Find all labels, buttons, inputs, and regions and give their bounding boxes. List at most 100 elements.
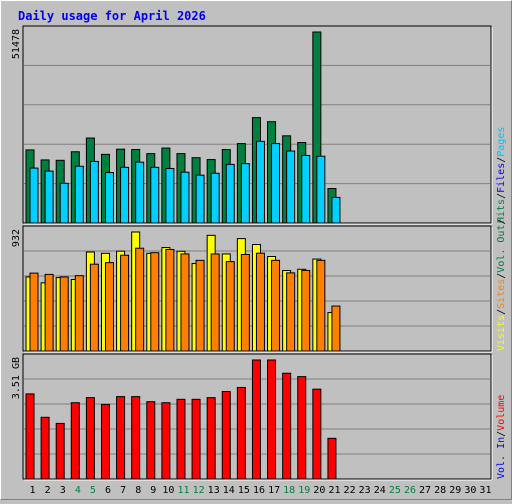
x-tick-label-day-12: 12 <box>193 485 205 496</box>
bar-sites-day-7 <box>120 254 130 352</box>
x-tick-label-day-18: 18 <box>283 485 295 496</box>
x-tick-label-day-29: 29 <box>449 485 461 496</box>
x-tick-label-day-16: 16 <box>253 485 265 496</box>
bar-files-day-20 <box>316 155 326 224</box>
bar-volume-day-20 <box>312 388 322 480</box>
x-tick-label-day-7: 7 <box>120 485 126 496</box>
bar-sites-day-16 <box>255 252 265 352</box>
bar-files-day-21 <box>331 196 341 224</box>
y-max-label-visits-sites: 932 <box>11 229 22 247</box>
bar-sites-day-5 <box>89 263 99 352</box>
bar-volume-day-2 <box>40 416 50 480</box>
bar-files-day-8 <box>135 161 145 224</box>
x-tick-label-day-3: 3 <box>60 485 66 496</box>
bar-volume-day-15 <box>236 386 246 480</box>
bar-volume-day-19 <box>297 376 307 480</box>
bar-sites-day-15 <box>240 253 250 352</box>
bar-files-day-18 <box>286 150 296 224</box>
bar-volume-day-3 <box>55 422 65 480</box>
bar-volume-day-10 <box>161 402 171 480</box>
x-tick-label-day-5: 5 <box>90 485 96 496</box>
x-tick-label-day-27: 27 <box>419 485 431 496</box>
bar-sites-day-6 <box>104 262 114 352</box>
bar-files-day-11 <box>180 171 190 224</box>
legend-visits-sites-volout: Visits/Sites/Vol. Out/ <box>496 219 507 352</box>
legend-volin-volume: Vol. In/Volume <box>496 395 507 479</box>
bar-volume-day-5 <box>85 397 95 480</box>
x-tick-label-day-19: 19 <box>298 485 310 496</box>
x-tick-label-day-10: 10 <box>162 485 174 496</box>
bar-volume-day-11 <box>176 398 186 480</box>
bar-sites-day-17 <box>271 259 281 352</box>
bar-sites-day-21 <box>331 305 341 352</box>
bar-volume-day-1 <box>25 393 35 480</box>
x-tick-label-day-1: 1 <box>30 485 36 496</box>
x-tick-label-day-24: 24 <box>374 485 386 496</box>
x-tick-label-day-26: 26 <box>404 485 416 496</box>
bar-files-day-15 <box>240 163 250 224</box>
bar-volume-day-14 <box>221 391 231 480</box>
y-max-label-volume: 3.51 GB <box>11 357 22 399</box>
bar-sites-day-9 <box>150 252 160 352</box>
bar-sites-day-13 <box>210 253 220 352</box>
x-tick-label-day-6: 6 <box>105 485 111 496</box>
bar-sites-day-10 <box>165 248 175 352</box>
bar-files-day-2 <box>44 170 54 224</box>
x-tick-label-day-31: 31 <box>479 485 491 496</box>
bar-files-day-12 <box>195 174 205 224</box>
bar-files-day-19 <box>301 154 311 224</box>
y-max-label-hits-files-pages: 51478 <box>11 29 22 59</box>
bar-volume-day-18 <box>282 372 292 480</box>
bar-files-day-14 <box>225 163 235 224</box>
x-tick-label-day-9: 9 <box>150 485 156 496</box>
bar-volume-day-6 <box>100 403 110 480</box>
x-tick-label-day-23: 23 <box>359 485 371 496</box>
bar-files-day-9 <box>150 166 160 224</box>
x-tick-label-day-2: 2 <box>45 485 51 496</box>
x-tick-label-day-11: 11 <box>177 485 189 496</box>
bar-files-day-1 <box>29 167 39 224</box>
bar-files-day-13 <box>210 172 220 224</box>
x-tick-label-day-20: 20 <box>313 485 325 496</box>
x-tick-label-day-17: 17 <box>268 485 280 496</box>
bar-files-day-17 <box>271 143 281 224</box>
bar-sites-day-8 <box>135 247 145 352</box>
x-tick-label-day-14: 14 <box>223 485 235 496</box>
bar-sites-day-12 <box>195 259 205 352</box>
x-tick-label-day-8: 8 <box>135 485 141 496</box>
x-tick-label-day-15: 15 <box>238 485 250 496</box>
bar-files-day-5 <box>89 160 99 224</box>
bar-volume-day-16 <box>251 359 261 480</box>
bar-volume-day-12 <box>191 398 201 480</box>
bar-volume-day-17 <box>267 359 277 480</box>
bar-sites-day-3 <box>59 276 69 352</box>
legend-hits-files-pages: Hits/Files/Pages <box>496 127 507 223</box>
x-tick-label-day-28: 28 <box>434 485 446 496</box>
bar-sites-day-18 <box>286 272 296 352</box>
bar-files-day-16 <box>255 140 265 224</box>
x-tick-label-day-22: 22 <box>344 485 356 496</box>
bar-files-day-10 <box>165 167 175 224</box>
bar-volume-day-21 <box>327 437 337 480</box>
bar-files-day-3 <box>59 182 69 224</box>
bar-files-day-4 <box>74 165 84 224</box>
bar-sites-day-19 <box>301 269 311 352</box>
chart-title: Daily usage for April 2026 <box>18 9 206 23</box>
bar-sites-day-11 <box>180 253 190 352</box>
bar-sites-day-1 <box>29 272 39 352</box>
bar-volume-day-8 <box>131 396 141 480</box>
x-tick-label-day-21: 21 <box>328 485 340 496</box>
bar-files-day-6 <box>104 172 114 224</box>
bar-sites-day-2 <box>44 273 54 352</box>
bar-sites-day-20 <box>316 259 326 352</box>
x-tick-label-day-25: 25 <box>389 485 401 496</box>
x-tick-label-day-30: 30 <box>464 485 476 496</box>
bar-volume-day-4 <box>70 402 80 480</box>
x-tick-label-day-13: 13 <box>208 485 220 496</box>
bar-sites-day-14 <box>225 261 235 352</box>
bar-sites-day-4 <box>74 275 84 352</box>
bar-volume-day-13 <box>206 397 216 480</box>
bar-volume-day-7 <box>116 396 126 480</box>
